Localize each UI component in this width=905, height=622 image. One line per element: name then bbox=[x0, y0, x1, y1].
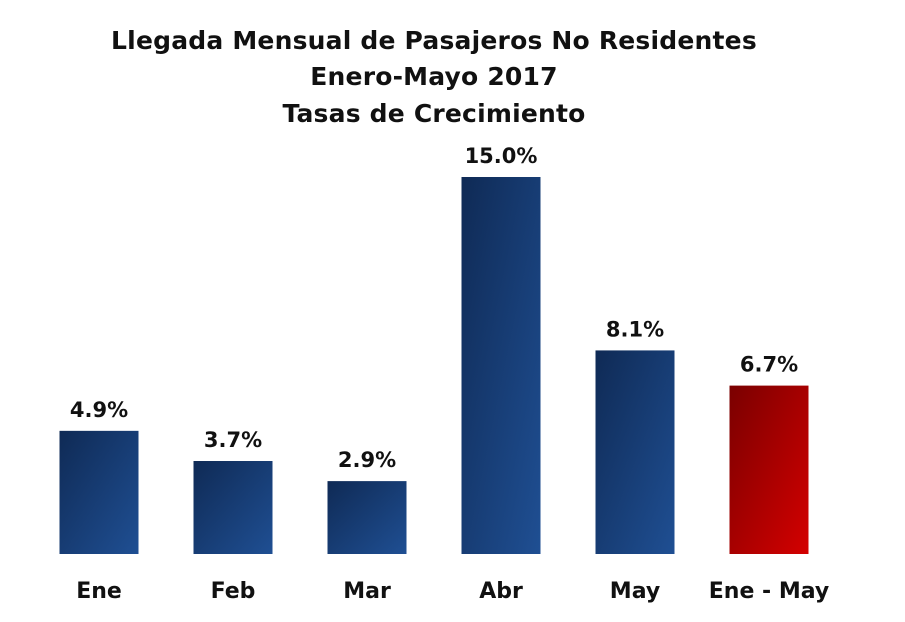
value-label: 4.9% bbox=[70, 398, 128, 422]
chart-title-line-1: Llegada Mensual de Pasajeros No Resident… bbox=[111, 26, 757, 55]
category-label: Feb bbox=[211, 579, 256, 604]
value-label: 3.7% bbox=[204, 428, 262, 452]
category-label: Ene - May bbox=[709, 579, 829, 604]
chart-title-line-3: Tasas de Crecimiento bbox=[282, 99, 586, 128]
bar-feb bbox=[193, 461, 273, 554]
category-label: May bbox=[610, 579, 660, 604]
bar-mar bbox=[327, 481, 407, 554]
chart-title-line-2: Enero-Mayo 2017 bbox=[310, 62, 558, 91]
value-label: 6.7% bbox=[740, 353, 798, 377]
value-label: 8.1% bbox=[606, 317, 664, 341]
bar-may bbox=[595, 350, 675, 554]
value-label: 2.9% bbox=[338, 448, 396, 472]
bar-abr bbox=[461, 177, 541, 554]
value-label: 15.0% bbox=[465, 144, 538, 168]
category-label: Abr bbox=[479, 579, 523, 604]
bar-ene bbox=[59, 430, 139, 554]
category-label: Ene bbox=[76, 579, 122, 604]
bar-ene-may bbox=[729, 385, 809, 554]
category-label: Mar bbox=[343, 579, 391, 604]
